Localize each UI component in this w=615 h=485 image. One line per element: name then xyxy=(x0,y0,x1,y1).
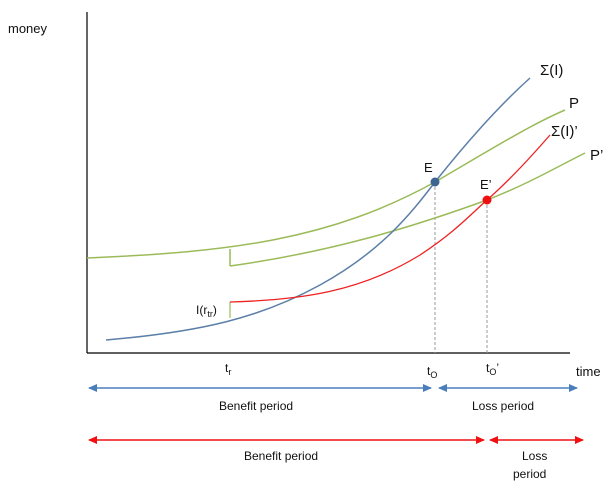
blue-benefit-label: Benefit period xyxy=(219,399,293,413)
tick-tr: tr xyxy=(225,361,231,377)
p-label: P xyxy=(569,95,579,112)
point-e xyxy=(430,177,440,187)
red-benefit-label: Benefit period xyxy=(244,449,318,463)
red-loss-label-line1: Loss xyxy=(522,449,547,463)
tick-t0-prime: tO’ xyxy=(486,361,499,377)
y-axis-label: money xyxy=(8,21,48,36)
point-e-label: E xyxy=(424,160,433,175)
sigma-i-curve xyxy=(105,77,531,341)
sigma-i-prime-curve xyxy=(229,134,551,303)
red-loss-label-line2: period xyxy=(513,467,546,481)
p-curve xyxy=(86,109,566,259)
sigma-i-label: Σ(I) xyxy=(540,62,563,79)
i-rtr-label: I(rtr) xyxy=(196,303,217,319)
p-prime-label: P’ xyxy=(590,147,603,164)
sigma-i-prime-label: Σ(I)’ xyxy=(551,123,578,140)
x-axis-label: time xyxy=(576,364,601,379)
blue-loss-label: Loss period xyxy=(472,399,534,413)
point-e-prime-label: E’ xyxy=(480,177,492,192)
tick-t0: tO xyxy=(427,364,437,380)
p-prime-curve xyxy=(229,152,586,267)
point-e-prime xyxy=(482,195,492,205)
